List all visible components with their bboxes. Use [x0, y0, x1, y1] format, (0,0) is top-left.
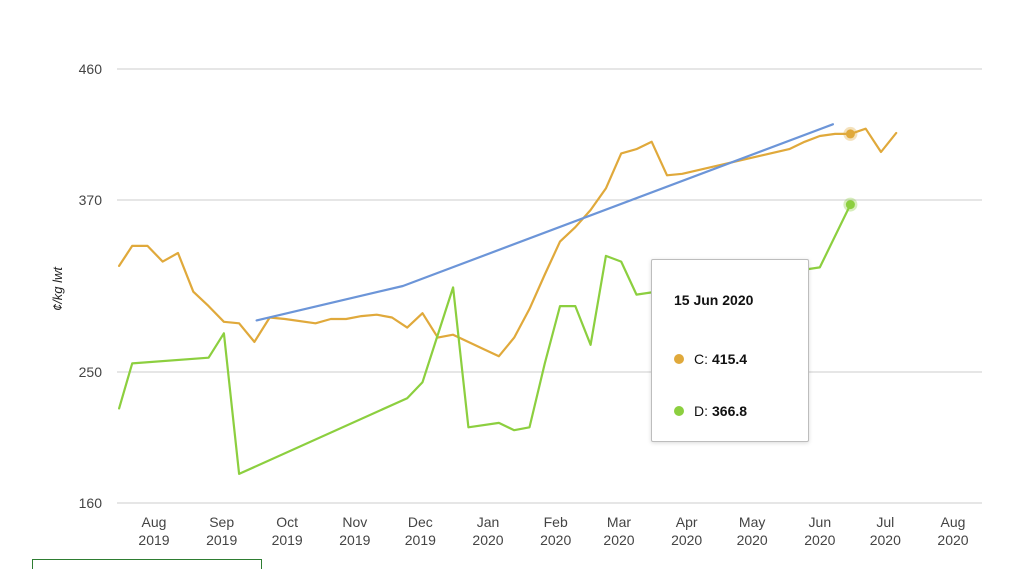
x-tick-month: Jan: [477, 514, 500, 530]
tooltip-date: 15 Jun 2020: [674, 292, 754, 308]
series-line-d: [117, 203, 852, 475]
x-tick-9: May 2020: [737, 514, 768, 548]
x-tick-year: 2020: [737, 532, 768, 548]
gridlines: [117, 68, 982, 504]
x-tick-year: 2020: [472, 532, 503, 548]
highlight-point-d[interactable]: [845, 200, 855, 210]
bottom-panel-edge: [32, 559, 262, 569]
series-c-dot-icon: [674, 354, 684, 364]
highlight-markers: [843, 126, 858, 212]
tooltip-row-d: D: 366.8: [674, 403, 747, 419]
x-tick-year: 2020: [937, 532, 968, 548]
x-tick-month: Jul: [876, 514, 894, 530]
highlight-point-c[interactable]: [845, 129, 855, 139]
series-d-dot-icon: [674, 406, 684, 416]
x-tick-year: 2019: [272, 532, 303, 548]
y-axis-label: ¢/kg lwt: [50, 266, 65, 311]
x-tick-4: Dec 2019: [405, 514, 436, 548]
tooltip-value-d: 366.8: [712, 403, 748, 419]
x-tick-year: 2020: [671, 532, 702, 548]
x-tick-year: 2020: [540, 532, 571, 548]
x-tick-month: Aug: [142, 514, 167, 530]
chart-tooltip: 15 Jun 2020 C: 415.4 D: 366.8: [651, 259, 809, 442]
x-tick-year: 2019: [339, 532, 370, 548]
x-tick-month: Dec: [408, 514, 433, 530]
x-tick-month: Sep: [209, 514, 234, 530]
y-tick-460: 460: [79, 61, 103, 77]
x-tick-month: Mar: [607, 514, 631, 530]
x-tick-month: Jun: [809, 514, 832, 530]
series-lines: [117, 123, 898, 475]
x-tick-month: Apr: [676, 514, 698, 530]
x-tick-month: Feb: [544, 514, 568, 530]
x-tick-10: Jun 2020: [804, 514, 835, 548]
x-tick-11: Jul 2020: [870, 514, 901, 548]
x-tick-year: 2019: [405, 532, 436, 548]
x-tick-month: Aug: [941, 514, 966, 530]
y-tick-250: 250: [79, 364, 103, 380]
x-tick-month: Oct: [276, 514, 298, 530]
x-tick-year: 2019: [206, 532, 237, 548]
x-tick-7: Mar 2020: [603, 514, 634, 548]
x-tick-year: 2020: [603, 532, 634, 548]
x-tick-12: Aug 2020: [937, 514, 968, 548]
x-tick-0: Aug 2019: [138, 514, 169, 548]
x-tick-5: Jan 2020: [472, 514, 503, 548]
tooltip-row-c: C: 415.4: [674, 351, 747, 367]
x-tick-6: Feb 2020: [540, 514, 571, 548]
x-tick-year: 2020: [804, 532, 835, 548]
series-line-trend: [255, 123, 835, 322]
x-tick-year: 2020: [870, 532, 901, 548]
x-tick-month: Nov: [342, 514, 367, 530]
x-tick-month: May: [739, 514, 765, 530]
series-line-c: [117, 127, 898, 358]
y-tick-160: 160: [79, 495, 103, 511]
tooltip-label-d: D:: [694, 403, 708, 419]
tooltip-label-c: C:: [694, 351, 708, 367]
x-axis-ticks: Aug 2019 Sep 2019 Oct 2019 Nov 2019 Dec 2019 Jan 20…: [138, 514, 968, 548]
x-tick-1: Sep 2019: [206, 514, 237, 548]
x-tick-year: 2019: [138, 532, 169, 548]
x-tick-2: Oct 2019: [272, 514, 303, 548]
x-tick-3: Nov 2019: [339, 514, 370, 548]
y-axis-ticks: 160 250 370 460: [79, 61, 103, 511]
tooltip-value-c: 415.4: [712, 351, 748, 367]
y-tick-370: 370: [79, 192, 103, 208]
x-tick-8: Apr 2020: [671, 514, 702, 548]
